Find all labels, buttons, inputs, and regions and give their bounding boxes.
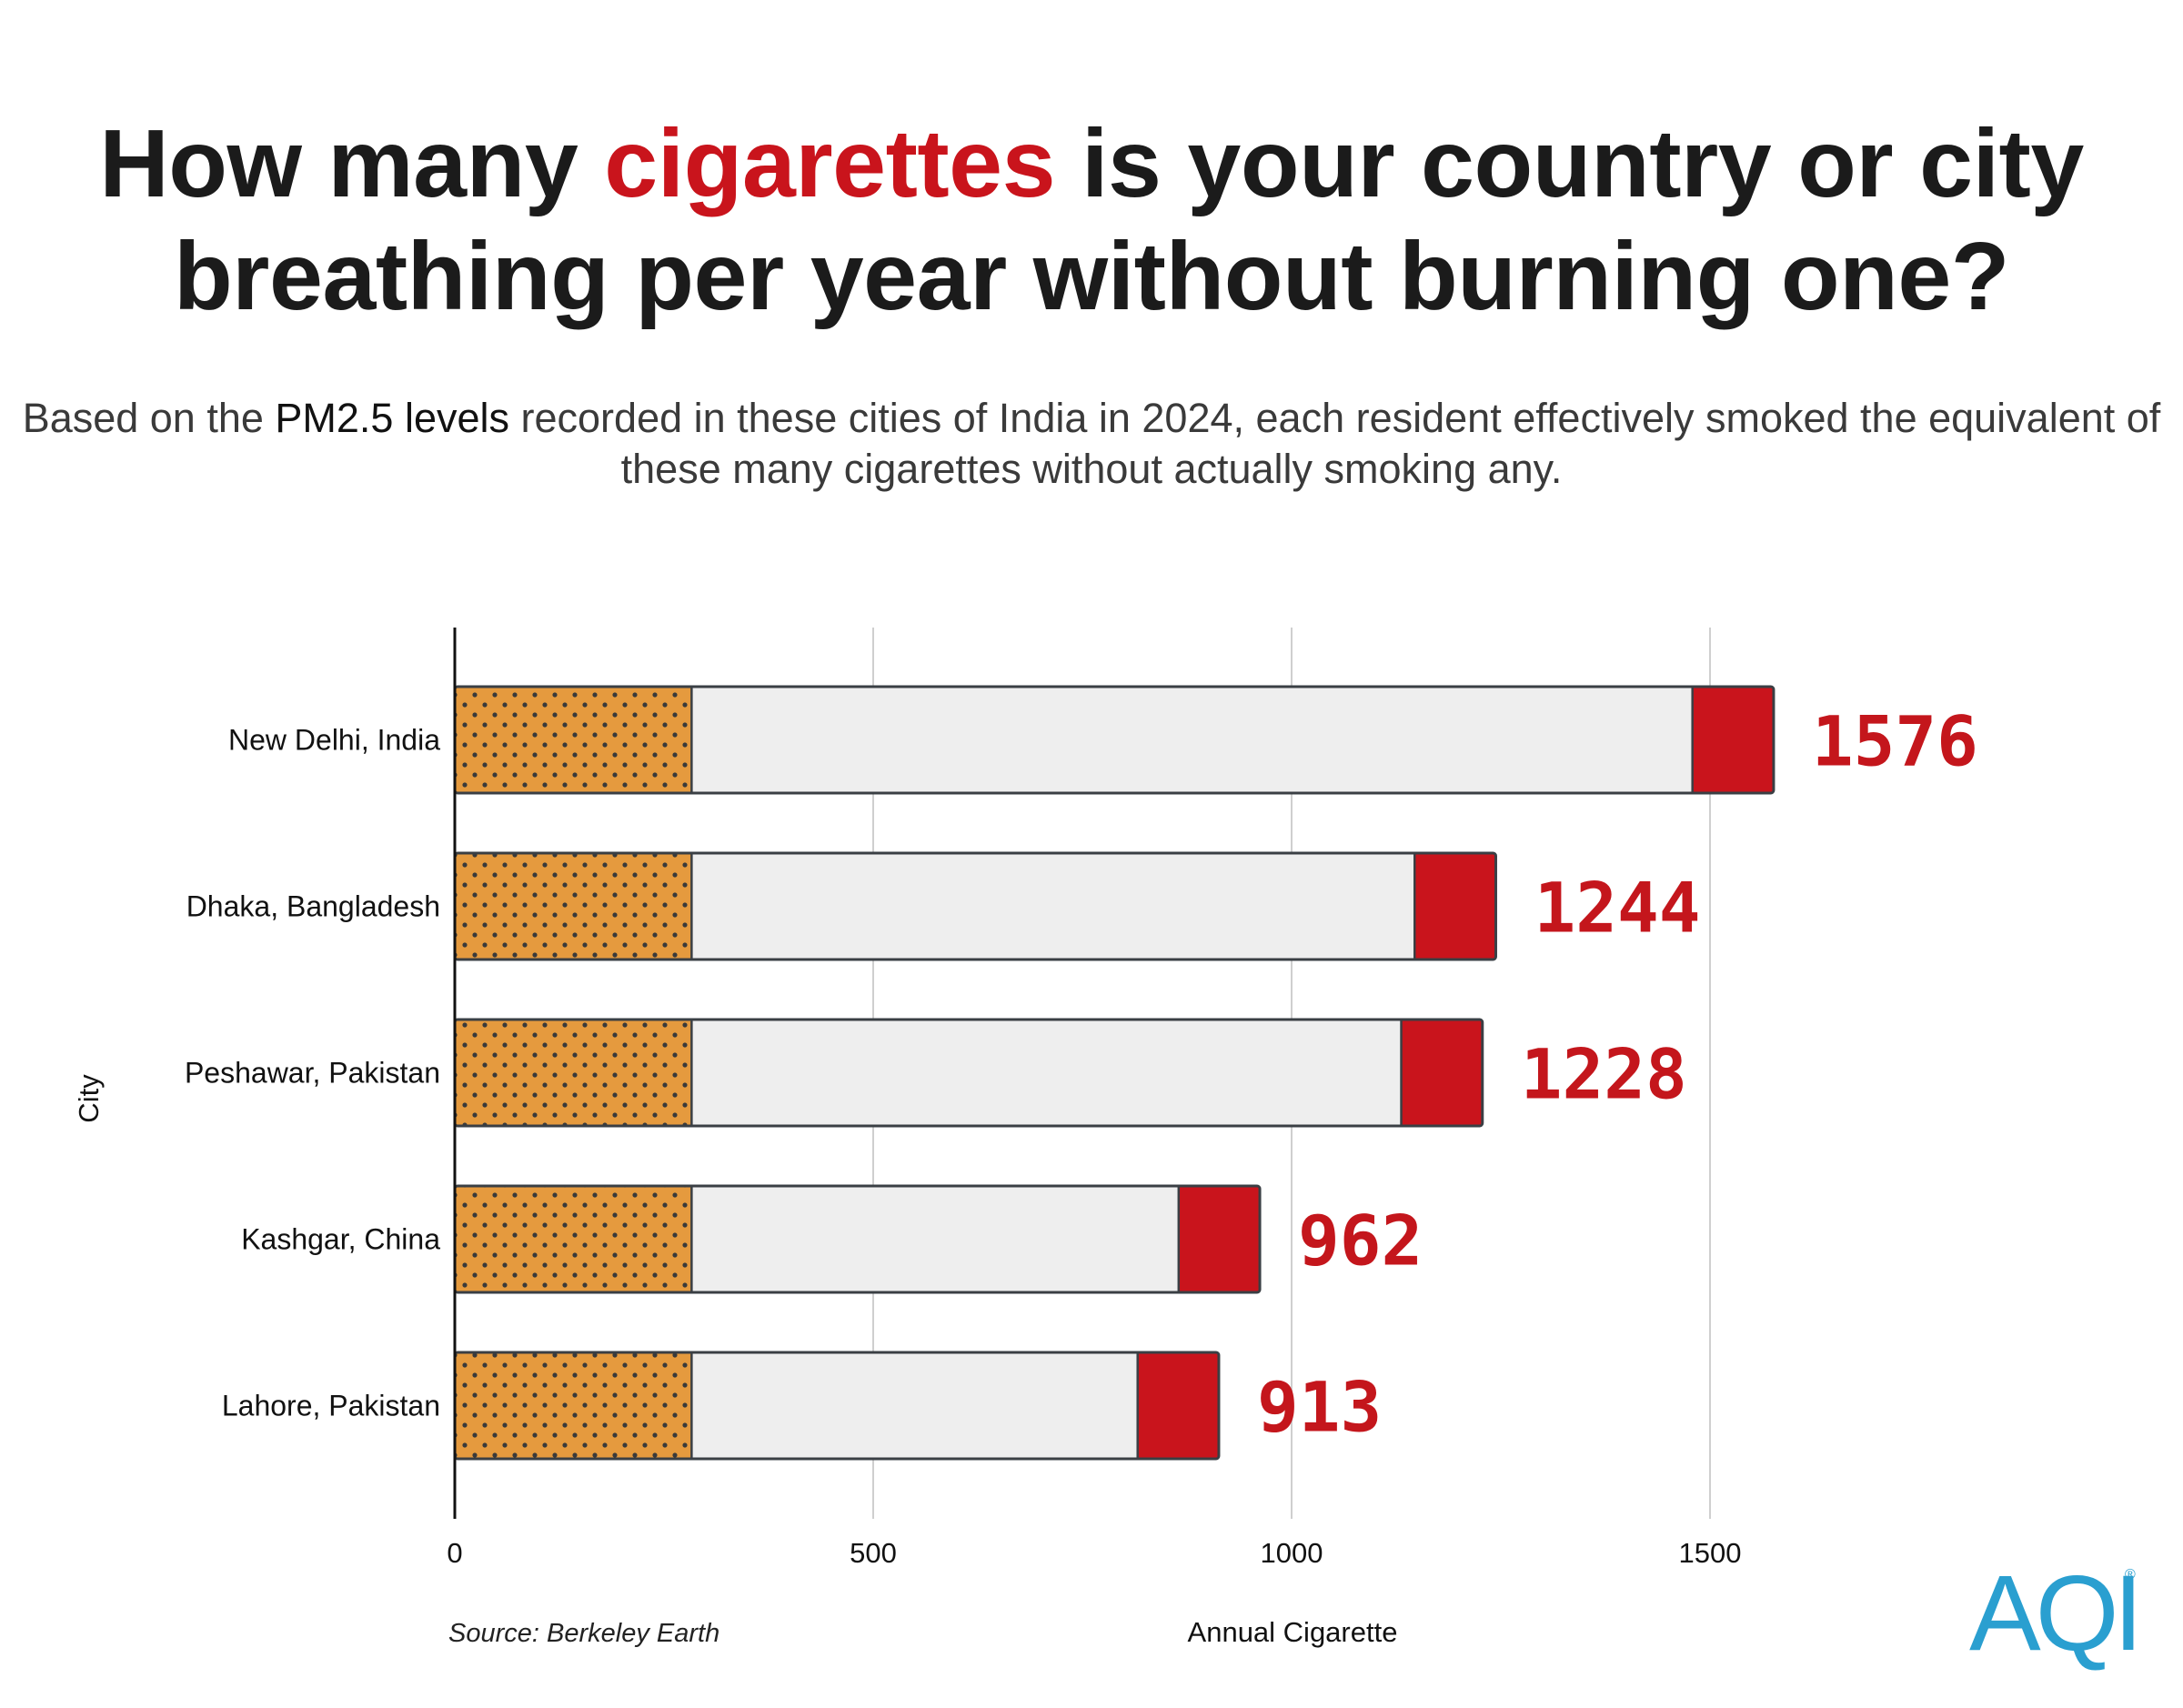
y-tick-label-4: Lahore, Pakistan [222,1390,440,1422]
aqi-logo: AQI ® [1969,1553,2143,1673]
labels: 0 500 1000 1500 New Delhi, India 1576 Dhaka, B… [185,701,1978,1570]
source-note: Source: Berkeley Earth [448,1619,719,1648]
bar-ember-0 [1692,687,1774,793]
bar-filter-2 [455,1020,692,1126]
y-tick-label-2: Peshawar, Pakistan [185,1057,440,1090]
bar-2 [453,1018,1484,1128]
bar-0 [453,685,1776,795]
bar-ember-2 [1401,1020,1483,1126]
title-part-1: How many [99,110,605,217]
title-highlight: cigarettes [604,110,1056,217]
bars [453,685,1776,1461]
bar-paper-1 [691,853,1415,959]
bar-4 [453,1351,1221,1461]
chart-subtitle: Based on the PM2.5 levels recorded in th… [0,393,2183,495]
logo-registered-mark: ® [2125,1567,2136,1582]
x-tick-label-500: 500 [850,1537,897,1569]
bar-paper-2 [691,1020,1402,1126]
bar-ember-3 [1178,1186,1261,1292]
subtitle-part-2: recorded in these cities of India in 202… [509,395,2161,492]
bar-filter-1 [455,853,692,959]
value-label-4: 913 [1257,1367,1382,1448]
x-tick-label-0: 0 [447,1537,462,1569]
chart-title: How many cigarettes is your country or c… [0,107,2183,333]
bar-filter-4 [455,1352,692,1459]
value-label-0: 1576 [1812,701,1978,782]
title-part-2: is your country or city breathing per ye… [173,110,2084,330]
y-tick-label-1: Dhaka, Bangladesh [186,890,440,923]
y-tick-label-0: New Delhi, India [228,724,440,757]
value-label-2: 1228 [1521,1034,1687,1115]
bar-paper-0 [691,687,1693,793]
bar-paper-3 [691,1186,1179,1292]
bar-3 [453,1184,1262,1294]
bar-paper-4 [691,1352,1138,1459]
y-tick-label-3: Kashgar, China [241,1223,440,1256]
subtitle-part-1: Based on the [22,395,276,441]
bar-ember-1 [1414,853,1496,959]
logo-text: AQI [1969,1553,2138,1673]
y-axis-title: City [73,1074,105,1123]
x-tick-label-1500: 1500 [1679,1537,1742,1569]
x-tick-label-1000: 1000 [1261,1537,1323,1569]
value-label-1: 1244 [1534,868,1700,949]
subtitle-emphasis: PM2.5 levels [275,395,510,441]
bar-ember-4 [1137,1352,1219,1459]
x-axis-title: Annual Cigarette [1188,1616,1398,1648]
bar-1 [453,851,1497,961]
value-label-3: 962 [1298,1201,1423,1281]
bar-filter-0 [455,687,692,793]
bar-filter-3 [455,1186,692,1292]
